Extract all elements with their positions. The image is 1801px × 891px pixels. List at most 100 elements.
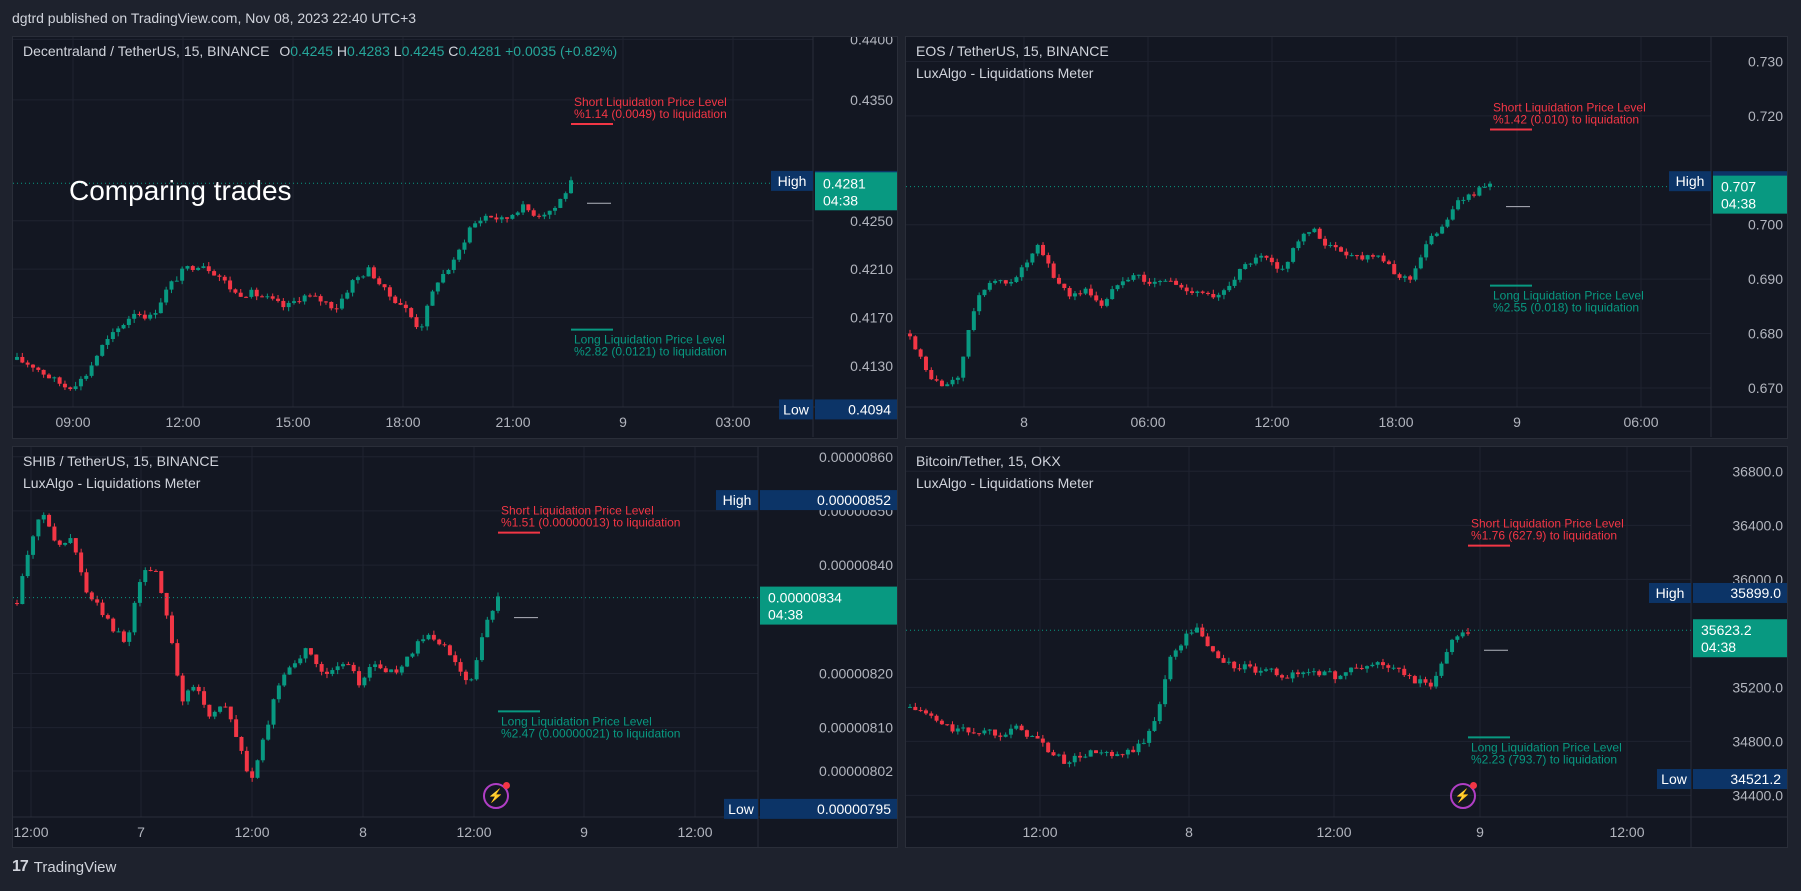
candle-body <box>217 275 222 277</box>
symbol-title[interactable]: Decentraland / TetherUS, 15, BINANCE <box>23 43 270 59</box>
chart-legend: EOS / TetherUS, 15, BINANCE LuxAlgo - Li… <box>916 43 1109 81</box>
candle-body <box>341 664 346 667</box>
candle-body <box>255 760 260 778</box>
indicator-name[interactable]: LuxAlgo - Liquidations Meter <box>23 475 201 491</box>
candle-body <box>1386 665 1391 668</box>
candle-body <box>929 370 934 380</box>
candle-body <box>302 295 307 302</box>
candle-body <box>1391 667 1396 669</box>
symbol-title[interactable]: Bitcoin/Tether, 15, OKX <box>916 453 1061 469</box>
candle-body <box>1120 754 1125 756</box>
candle-body <box>908 706 912 708</box>
candle-body <box>201 266 206 268</box>
x-tick-label: 09:00 <box>55 414 90 430</box>
candle-body <box>234 719 239 737</box>
candle-body <box>389 669 394 673</box>
chart-svg[interactable]: 36800.036400.036000.035200.034800.034400… <box>906 447 1788 848</box>
candle-body <box>1078 755 1083 758</box>
candle-body <box>441 273 446 283</box>
indicator-name[interactable]: LuxAlgo - Liquidations Meter <box>916 65 1094 81</box>
candle-body <box>233 289 238 293</box>
candle-body <box>30 364 35 368</box>
symbol-title[interactable]: SHIB / TetherUS, 15, BINANCE <box>23 453 219 469</box>
countdown-value: 04:38 <box>1701 639 1736 655</box>
candle-body <box>1109 751 1114 757</box>
candle-body <box>977 295 982 312</box>
candle-body <box>1280 268 1285 270</box>
candle-body <box>362 677 367 686</box>
candle-body <box>330 670 335 674</box>
candle-body <box>1381 255 1386 262</box>
candle-body <box>1258 670 1263 673</box>
indicator-name[interactable]: LuxAlgo - Liquidations Meter <box>916 475 1094 491</box>
candle-body <box>1412 676 1417 684</box>
candle-body <box>132 602 137 633</box>
candle-body <box>1407 675 1412 677</box>
candle-body <box>126 318 131 326</box>
candle-body <box>25 362 30 365</box>
candle-body <box>1375 662 1380 665</box>
alert-bolt-icon[interactable]: ⚡ <box>483 782 510 809</box>
candle-body <box>1280 675 1284 678</box>
symbol-title[interactable]: EOS / TetherUS, 15, BINANCE <box>916 43 1109 59</box>
candle-body <box>15 356 19 360</box>
candle-body <box>982 730 987 734</box>
candle-body <box>1333 671 1338 680</box>
x-tick-label: 12:00 <box>1316 824 1351 840</box>
x-tick-label: 18:00 <box>385 414 420 430</box>
x-tick-label: 12:00 <box>234 824 269 840</box>
chart-svg[interactable]: 0.000008600.000008500.000008400.00000820… <box>13 447 898 848</box>
candle-body <box>1269 668 1274 670</box>
alert-bolt-icon[interactable]: ⚡ <box>1450 782 1477 809</box>
candle-body <box>1376 255 1381 257</box>
candle-body <box>1003 280 1008 284</box>
chart-svg[interactable]: 0.4400 0.4350 0.4250 0.4210 0.4170 0.4130 09:0… <box>13 37 898 439</box>
candle-body <box>292 663 297 668</box>
candle-body <box>25 554 30 577</box>
candle-body <box>1275 262 1280 269</box>
y-tick-label: 0.4130 <box>850 358 893 374</box>
chart-panel-shib[interactable]: 0.00000860 0.00000850 0.00000840 0.00000820… <box>12 446 898 848</box>
long-liq-title: Long Liquidation Price Level <box>1493 289 1644 303</box>
candle-body <box>431 634 436 640</box>
candle-body <box>127 632 132 642</box>
published-header: dgtrd published on TradingView.com, Nov … <box>12 10 417 26</box>
candle-body <box>1466 194 1471 200</box>
long-liq-title: Long Liquidation Price Level <box>1471 740 1622 754</box>
candle-body <box>387 287 392 297</box>
candle-body <box>297 301 302 303</box>
candle-body <box>1083 288 1088 294</box>
alert-dot <box>503 782 510 789</box>
candle-body <box>1386 261 1391 265</box>
candle-body <box>73 386 78 390</box>
y-tick-label: 0.4170 <box>850 310 893 326</box>
footer-brand[interactable]: 17 TradingView <box>12 858 116 876</box>
candle-body <box>1423 679 1428 683</box>
candle-body <box>410 653 415 657</box>
candle-body <box>1136 743 1141 753</box>
candle-body <box>89 592 94 600</box>
candle-body <box>196 686 201 692</box>
low-badge-value-bg <box>760 798 897 819</box>
short-liq-title: Short Liquidation Price Level <box>1471 517 1624 531</box>
chart-panel-mana[interactable]: 0.4400 0.4350 0.4250 0.4210 0.4170 0.4130 09:0… <box>12 36 898 439</box>
candle-body <box>1216 294 1221 298</box>
long-liq-title: Long Liquidation Price Level <box>501 714 652 728</box>
candle-body <box>1035 736 1040 739</box>
candle-body <box>89 365 94 376</box>
low-badge-label-bg <box>724 798 758 819</box>
chart-panel-btc[interactable]: 36800.0 36400.0 36000.0 35200.0 34800.0 34400… <box>905 446 1788 848</box>
y-tick-label: 0.4350 <box>850 92 893 108</box>
chart-panel-eos[interactable]: 0.730 0.720 0.700 0.690 0.680 0.670 8 06:00 12:0… <box>905 36 1788 439</box>
low-badge-value-bg <box>815 399 897 420</box>
short-liq-detail: %1.14 (0.0049) to liquidation <box>574 107 727 121</box>
candle-body <box>982 289 987 296</box>
chart-svg[interactable]: 0.730 0.720 0.700 0.690 0.680 0.670 8 06:00 12:0… <box>906 37 1788 439</box>
candle-body <box>1248 664 1253 667</box>
candle-body <box>202 691 207 705</box>
candle-body <box>329 301 334 309</box>
candle-body <box>1141 742 1146 744</box>
candle-body <box>1365 255 1370 260</box>
candle-body <box>923 710 928 714</box>
candle-body <box>1237 268 1242 280</box>
